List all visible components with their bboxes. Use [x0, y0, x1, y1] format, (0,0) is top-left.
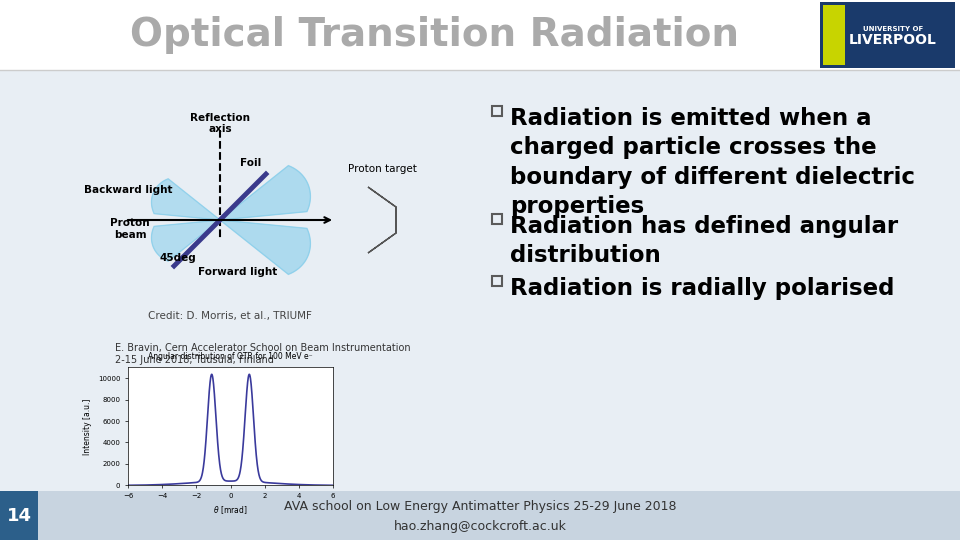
Bar [0, 491, 960, 540]
Text: UNIVERSITY OF: UNIVERSITY OF [863, 26, 924, 32]
Text: Forward light: Forward light [199, 267, 277, 277]
Text: Proton: Proton [110, 218, 150, 228]
Text: 45deg: 45deg [159, 253, 197, 263]
Polygon shape [220, 220, 310, 274]
Bar [0, 491, 38, 540]
Bar [492, 276, 502, 286]
Text: Radiation is radially polarised: Radiation is radially polarised [510, 277, 895, 300]
Text: Optical Transition Radiation: Optical Transition Radiation [130, 16, 739, 54]
Polygon shape [220, 166, 310, 220]
Text: 2-15 June 2018, Tuusula, Finland: 2-15 June 2018, Tuusula, Finland [115, 355, 274, 366]
Polygon shape [152, 220, 220, 261]
Text: 14: 14 [7, 507, 32, 525]
Text: axis: axis [208, 124, 231, 134]
Text: Reflection: Reflection [190, 113, 250, 123]
Bar [492, 106, 502, 116]
Bar [492, 214, 502, 224]
Text: E. Bravin, Cern Accelerator School on Beam Instrumentation: E. Bravin, Cern Accelerator School on Be… [115, 343, 411, 353]
Text: Proton target: Proton target [348, 164, 417, 174]
Bar [820, 2, 955, 68]
Text: AVA school on Low Energy Antimatter Physics 25-29 June 2018: AVA school on Low Energy Antimatter Phys… [284, 501, 676, 514]
Polygon shape [152, 179, 220, 220]
Text: beam: beam [113, 230, 146, 240]
Polygon shape [368, 187, 396, 253]
Text: Foil: Foil [240, 158, 261, 168]
Text: Radiation has defined angular
distribution: Radiation has defined angular distributi… [510, 215, 899, 267]
Text: Credit: D. Morris, et al., TRIUMF: Credit: D. Morris, et al., TRIUMF [148, 311, 312, 321]
Text: Backward light: Backward light [84, 185, 172, 195]
Bar [0, 0, 960, 70]
X-axis label: $\theta$ [mrad]: $\theta$ [mrad] [213, 504, 248, 516]
Y-axis label: Intensity [a.u.]: Intensity [a.u.] [84, 398, 92, 455]
Text: hao.zhang@cockcroft.ac.uk: hao.zhang@cockcroft.ac.uk [394, 520, 566, 533]
Text: LIVERPOOL: LIVERPOOL [849, 33, 937, 47]
Title: Angular distribution of OTR for 100 MeV e⁻: Angular distribution of OTR for 100 MeV … [148, 352, 313, 361]
Text: Radiation is emitted when a
charged particle crosses the
boundary of different d: Radiation is emitted when a charged part… [510, 107, 915, 218]
Bar [823, 5, 845, 65]
